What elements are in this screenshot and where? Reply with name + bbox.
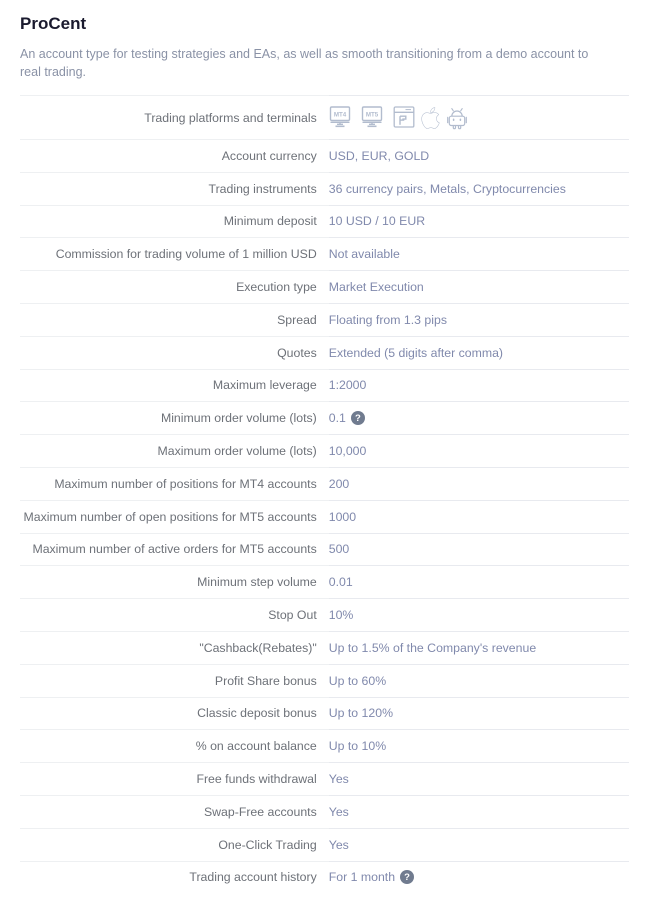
svg-text:MT5: MT5 bbox=[366, 111, 379, 118]
svg-text:MT4: MT4 bbox=[334, 111, 347, 118]
